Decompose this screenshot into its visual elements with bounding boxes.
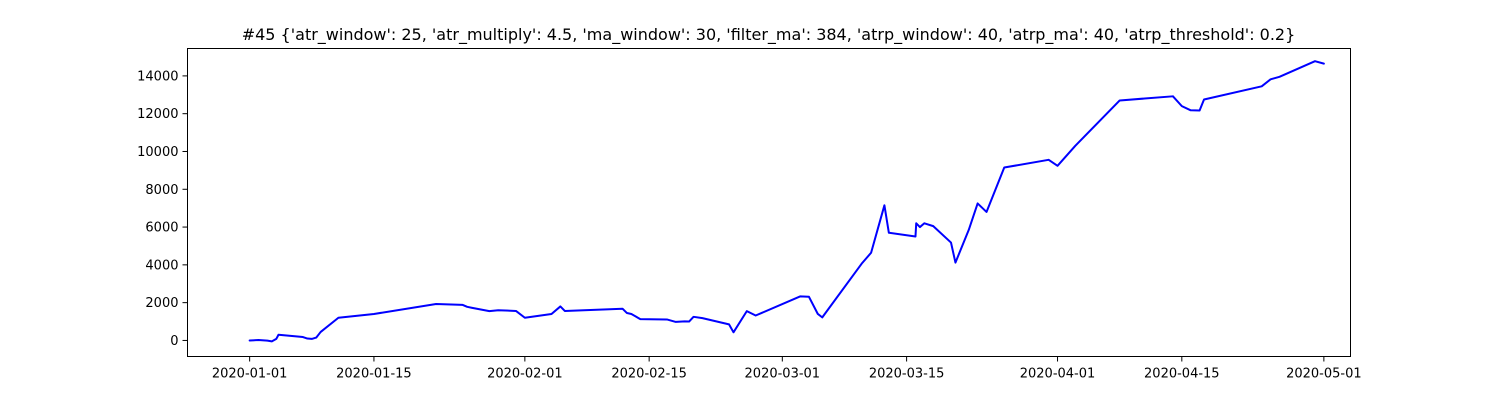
y-tick-label: 12000 [137, 107, 178, 122]
y-axis: 0 2000 4000 6000 8000 10000 12000 14000 [137, 69, 188, 349]
y-tick-label: 6000 [145, 221, 178, 236]
y-tick-label: 10000 [137, 145, 178, 160]
y-tick-label: 14000 [137, 69, 178, 84]
x-tick-label: 2020-05-01 [1286, 367, 1362, 382]
y-tick-label: 4000 [145, 258, 178, 273]
x-tick-label: 2020-03-01 [745, 367, 821, 382]
series-layer [248, 60, 1325, 343]
x-tick-label: 2020-02-01 [487, 367, 563, 382]
y-tick-label: 2000 [145, 296, 178, 311]
x-tick-label: 2020-03-15 [869, 367, 945, 382]
series-line-0 [248, 60, 1325, 343]
x-tick-label: 2020-02-15 [611, 367, 687, 382]
chart-title: #45 {'atr_window': 25, 'atr_multiply': 4… [242, 25, 1296, 45]
x-tick-label: 2020-04-15 [1144, 367, 1220, 382]
x-axis: 2020-01-01 2020-01-15 2020-02-01 2020-02-15… [212, 356, 1362, 382]
y-tick-label: 0 [170, 334, 178, 349]
x-tick-label: 2020-01-15 [336, 367, 412, 382]
y-tick-label: 8000 [145, 183, 178, 198]
x-tick-label: 2020-04-01 [1020, 367, 1096, 382]
x-tick-label: 2020-01-01 [212, 367, 288, 382]
plot-frame [187, 48, 1351, 357]
